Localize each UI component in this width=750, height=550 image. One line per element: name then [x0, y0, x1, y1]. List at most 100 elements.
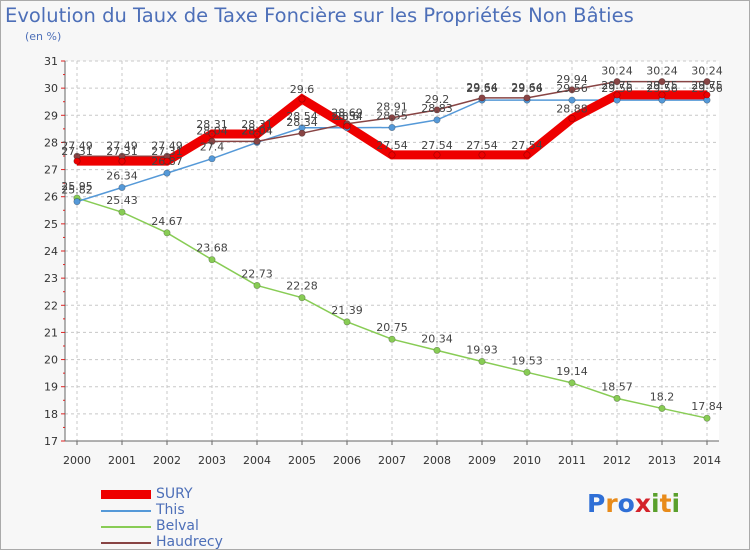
data-label-haudrecy: 29.64: [511, 81, 543, 94]
data-point-this: [118, 183, 126, 191]
legend-swatch-belval: [101, 526, 151, 528]
data-point-belval: [388, 335, 396, 343]
data-label-haudrecy: 30.24: [601, 65, 633, 78]
data-point-belval: [298, 294, 306, 302]
y-tick-label: 28: [44, 136, 58, 149]
data-point-belval: [208, 256, 216, 264]
legend-swatch-sury: [101, 490, 151, 499]
legend-label-belval: Belval: [156, 518, 199, 534]
data-label-this: 26.87: [151, 155, 183, 168]
data-point-belval: [343, 318, 351, 326]
legend-label-this: This: [156, 502, 185, 518]
data-point-belval: [613, 394, 621, 402]
logo-letter: i: [651, 489, 660, 518]
data-point-belval: [478, 357, 486, 365]
data-label-sury: 29.75: [601, 79, 633, 92]
data-label-this: 29.56: [556, 82, 588, 95]
data-label-belval: 23.68: [196, 242, 228, 255]
data-label-sury: 29.75: [691, 79, 723, 92]
data-point-sury: [73, 157, 81, 165]
x-tick-label: 2005: [288, 454, 316, 467]
data-label-belval: 18.57: [601, 380, 633, 393]
data-label-sury: 29.75: [646, 79, 678, 92]
data-point-this: [163, 169, 171, 177]
data-point-sury: [523, 151, 531, 159]
data-label-haudrecy: 27.49: [151, 139, 183, 152]
data-label-sury: 28.88: [556, 103, 588, 116]
data-label-haudrecy: 27.49: [106, 139, 138, 152]
y-tick-label: 20: [44, 354, 58, 367]
x-tick-label: 2012: [603, 454, 631, 467]
data-label-haudrecy: 29.64: [466, 81, 498, 94]
logo-letter: x: [634, 489, 651, 518]
x-tick-label: 2003: [198, 454, 226, 467]
data-label-belval: 20.34: [421, 332, 453, 345]
y-tick-label: 25: [44, 218, 58, 231]
data-label-this: 26.34: [106, 169, 138, 182]
logo-letter: o: [617, 489, 635, 518]
data-point-sury: [208, 130, 216, 138]
y-tick-label: 31: [44, 55, 58, 68]
data-label-belval: 19.93: [466, 343, 498, 356]
data-label-haudrecy: 28.04: [241, 124, 273, 137]
data-point-haudrecy: [253, 137, 261, 145]
data-point-haudrecy: [523, 94, 531, 102]
data-label-haudrecy: 28.04: [196, 124, 228, 137]
data-label-sury: 28.31: [241, 118, 273, 131]
x-tick-label: 2009: [468, 454, 496, 467]
data-label-belval: 21.39: [331, 304, 363, 317]
data-label-sury: 27.31: [106, 145, 138, 158]
x-tick-label: 2004: [243, 454, 271, 467]
data-point-sury: [253, 130, 261, 138]
y-tick-label: 17: [44, 435, 58, 448]
data-label-haudrecy: 28.34: [286, 116, 318, 129]
data-label-belval: 17.84: [691, 400, 723, 413]
data-label-sury: 27.54: [511, 139, 543, 152]
data-point-haudrecy: [208, 137, 216, 145]
data-label-sury: 27.54: [466, 139, 498, 152]
x-tick-label: 2014: [693, 454, 721, 467]
data-label-this: 28.54: [286, 110, 318, 123]
data-label-haudrecy: 28.69: [331, 107, 363, 120]
data-point-sury: [658, 91, 666, 99]
data-label-haudrecy: 30.24: [691, 65, 723, 78]
data-point-this: [388, 124, 396, 132]
data-label-belval: 25.95: [61, 180, 93, 193]
data-point-this: [208, 155, 216, 163]
data-label-sury: 27.31: [151, 145, 183, 158]
data-label-belval: 19.53: [511, 354, 543, 367]
data-point-belval: [163, 229, 171, 237]
x-tick-label: 2006: [333, 454, 361, 467]
data-label-belval: 24.67: [151, 215, 183, 228]
data-label-belval: 22.73: [241, 267, 273, 280]
data-point-haudrecy: [658, 78, 666, 86]
data-label-this: 25.82: [61, 184, 93, 197]
legend-label-sury: SURY: [156, 486, 193, 502]
x-tick-label: 2000: [63, 454, 91, 467]
logo-letter: r: [605, 489, 618, 518]
data-label-this: 29.56: [691, 82, 723, 95]
chart-title: Evolution du Taux de Taxe Foncière sur l…: [5, 4, 634, 27]
data-label-haudrecy: 30.24: [646, 65, 678, 78]
data-point-sury: [568, 115, 576, 123]
data-label-sury: 29.6: [290, 83, 315, 96]
data-label-this: 28.04: [241, 124, 273, 137]
data-label-sury: 28.6: [335, 110, 360, 123]
data-point-belval: [253, 281, 261, 289]
data-label-this: 28.83: [421, 102, 453, 115]
data-label-sury: 27.54: [376, 139, 408, 152]
x-tick-label: 2008: [423, 454, 451, 467]
data-label-this: 27.4: [200, 141, 225, 154]
legend-swatch-haudrecy: [101, 542, 151, 544]
y-tick-label: 23: [44, 272, 58, 285]
data-point-haudrecy: [433, 106, 441, 114]
data-point-belval: [523, 368, 531, 376]
data-point-belval: [703, 414, 711, 422]
data-point-this: [73, 198, 81, 206]
data-point-sury: [298, 95, 306, 103]
y-tick-label: 18: [44, 408, 58, 421]
data-label-haudrecy: 28.91: [376, 101, 408, 114]
data-label-this: 29.56: [466, 82, 498, 95]
